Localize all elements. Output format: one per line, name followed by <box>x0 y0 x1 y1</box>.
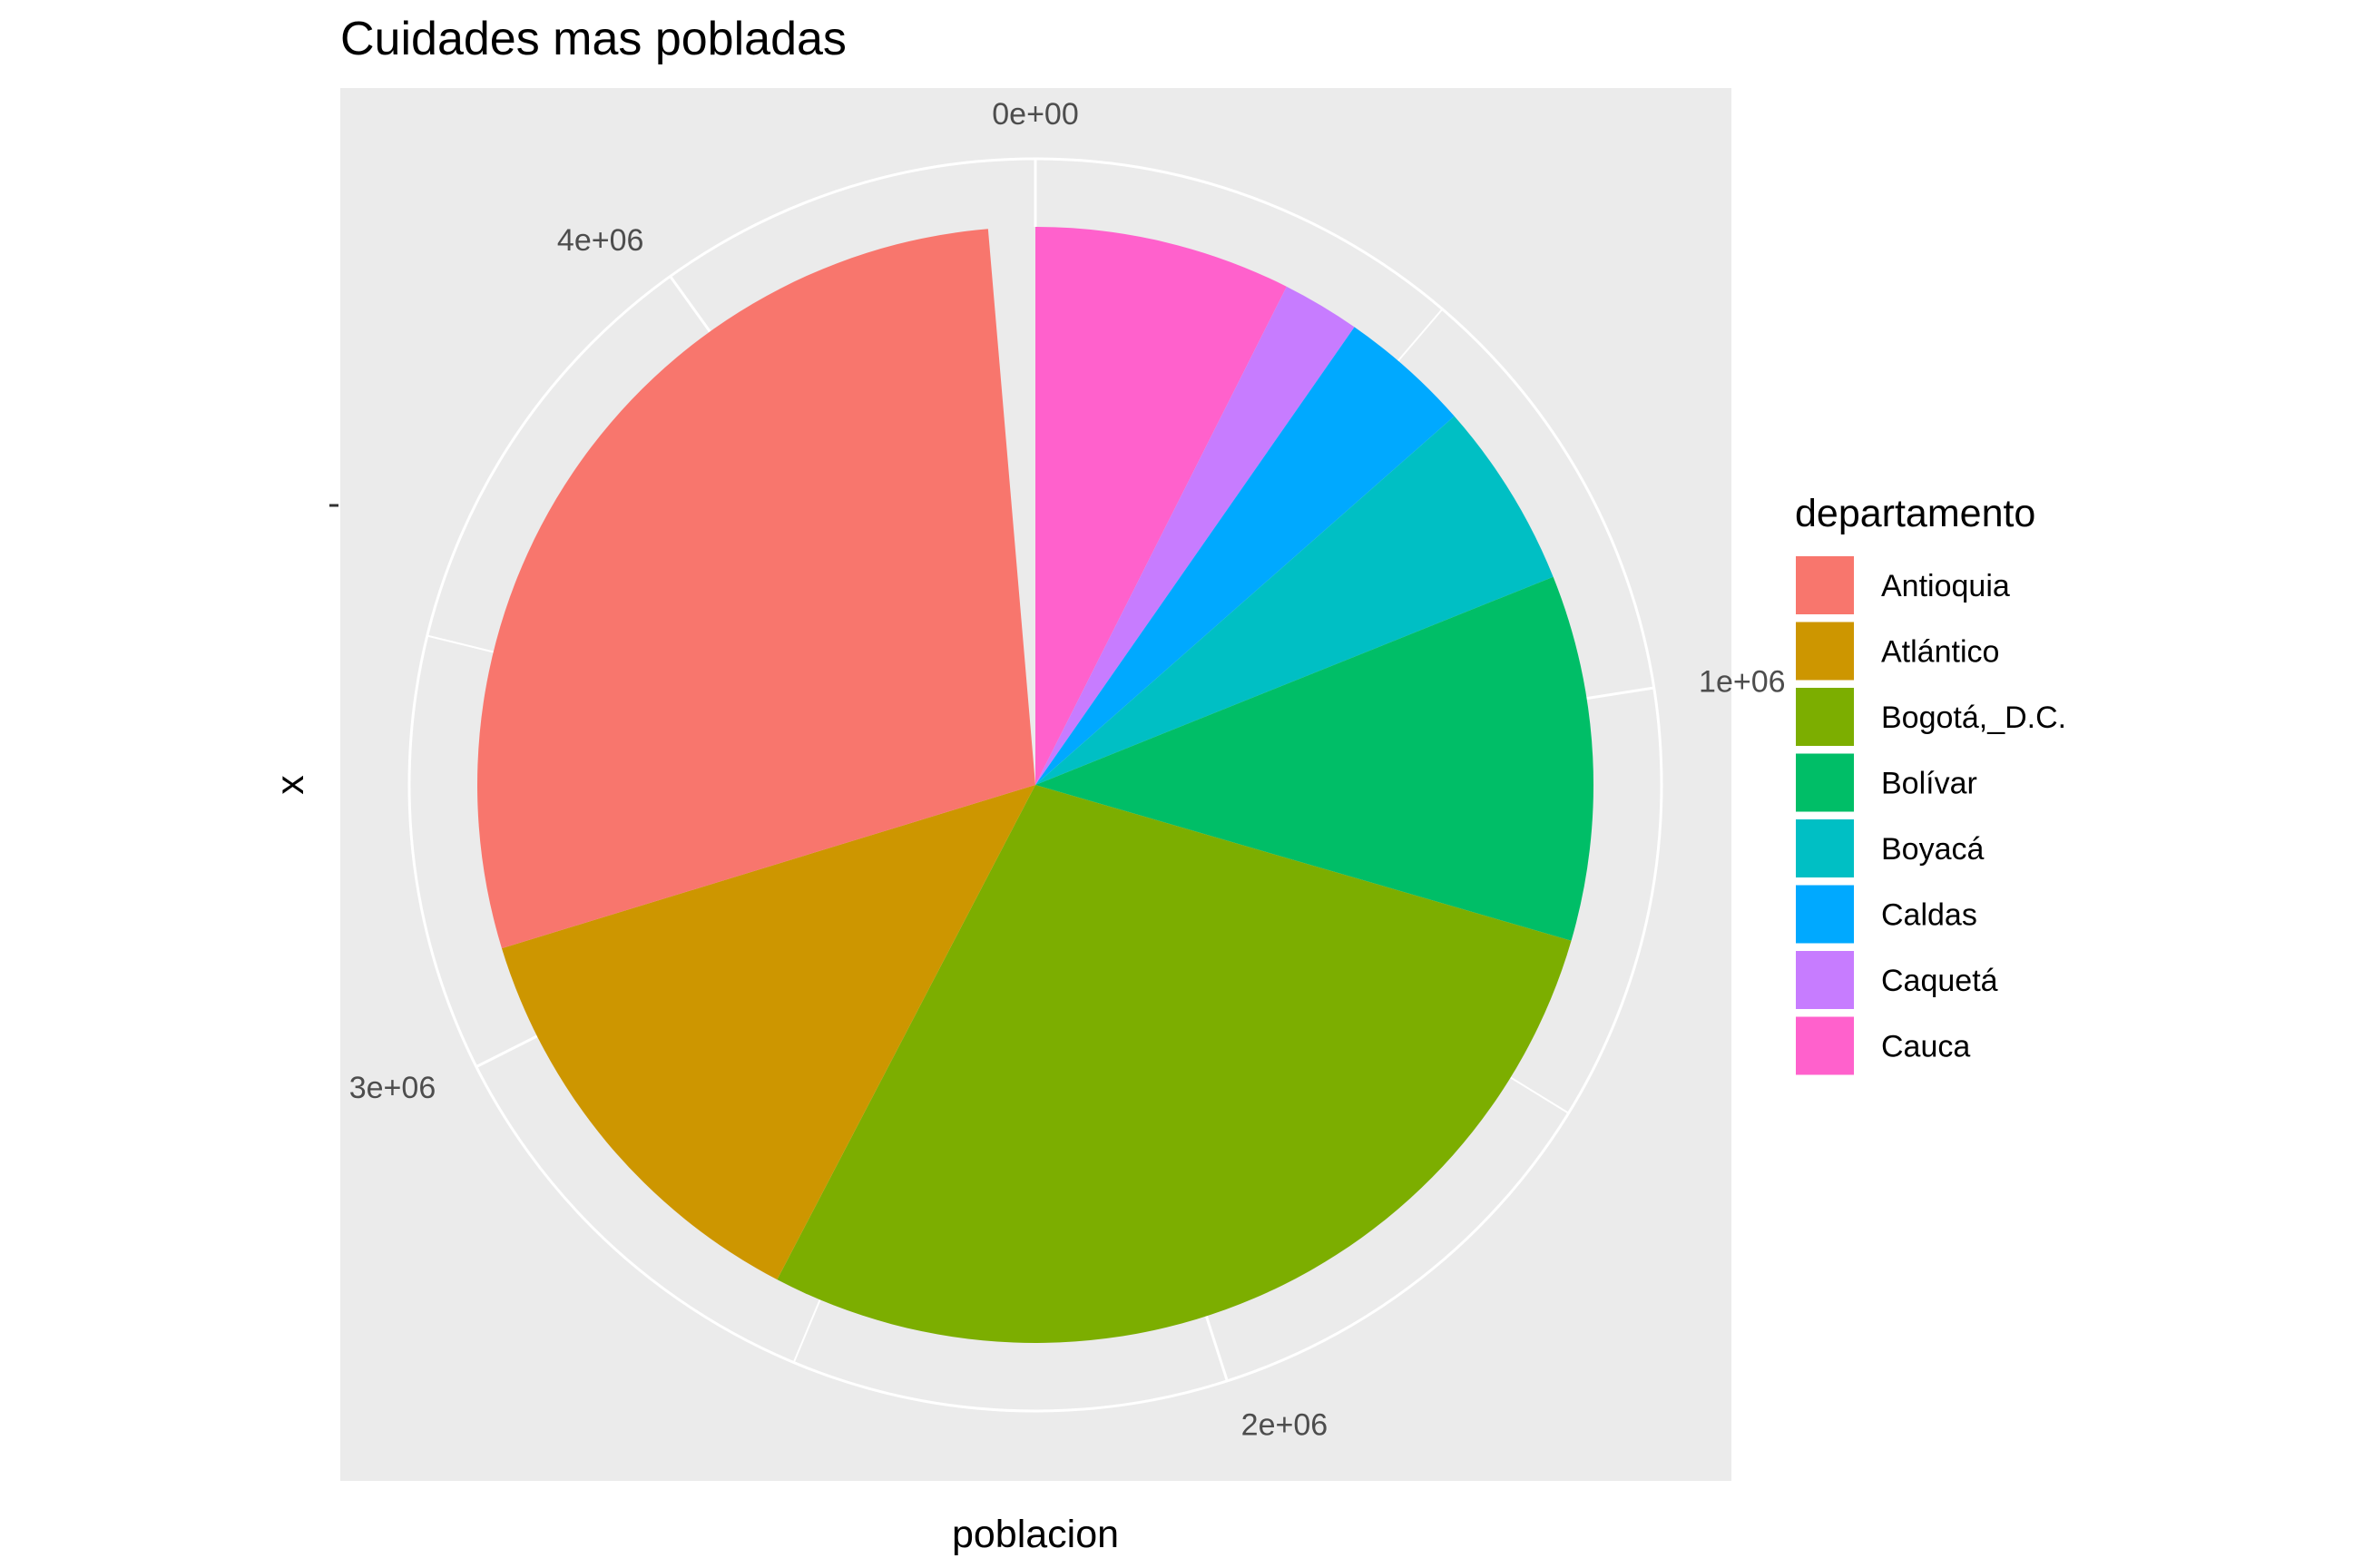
grid-tick-line <box>476 1034 538 1068</box>
legend-label: Caquetá <box>1881 964 1998 998</box>
legend-label: Cauca <box>1881 1030 1970 1064</box>
legend-label: Atlántico <box>1881 635 1999 670</box>
legend-key <box>1794 554 1856 616</box>
pie-slices <box>477 227 1593 1344</box>
grid-tick-line <box>1397 308 1444 362</box>
tick-label: 0e+00 <box>992 97 1079 132</box>
chart-title: Cuidades mas pobladas <box>340 13 847 65</box>
legend-key <box>1794 751 1856 814</box>
tick-labels: 0e+00 1e+06 2e+06 3e+06 4e+06 <box>349 97 1786 1442</box>
legend-label: Boyacá <box>1881 832 1984 867</box>
pie-slice-boyac- <box>1035 416 1554 785</box>
grid-tick-line <box>426 634 494 653</box>
legend-key <box>1794 1014 1856 1077</box>
grid-tick-line <box>792 1298 821 1363</box>
tick-label: 4e+06 <box>557 223 644 258</box>
x-axis-title: poblacion <box>952 1513 1119 1556</box>
legend-key <box>1794 883 1856 946</box>
legend-title: departamento <box>1795 492 2035 535</box>
grid-tick-line <box>669 275 711 333</box>
tick-marks <box>426 159 1654 1382</box>
legend-label: Caldas <box>1881 898 1977 933</box>
grid-tick-line <box>1586 686 1654 701</box>
pie-slice-bol-var <box>1035 576 1593 941</box>
grid-tick-line <box>1510 1076 1570 1114</box>
grid-tick-line <box>1204 1315 1229 1382</box>
legend-key <box>1794 949 1856 1011</box>
tick-label: 1e+06 <box>1699 664 1786 699</box>
legend: Antioquia Atlántico Bogotá,_D.C. Bolívar Boy… <box>1794 554 2066 1077</box>
legend-label: Bogotá,_D.C. <box>1881 701 2066 735</box>
legend-key <box>1794 818 1856 879</box>
pie-slice-antioquia <box>477 229 1035 949</box>
pie-slice-caldas <box>1035 327 1455 785</box>
legend-label: Antioquia <box>1881 569 2010 603</box>
legend-key <box>1794 686 1856 748</box>
pie-slice-atl-ntico <box>501 785 1035 1280</box>
tick-label: 3e+06 <box>349 1071 436 1105</box>
tick-label: 2e+06 <box>1241 1407 1328 1442</box>
y-axis-title: x <box>269 775 312 795</box>
pie-slice-bogot-d-c- <box>777 785 1572 1344</box>
pie-slice-caquet- <box>1035 286 1355 785</box>
legend-label: Bolívar <box>1881 767 1977 801</box>
pie-slice-cauca <box>1035 227 1287 785</box>
legend-key <box>1794 620 1856 682</box>
